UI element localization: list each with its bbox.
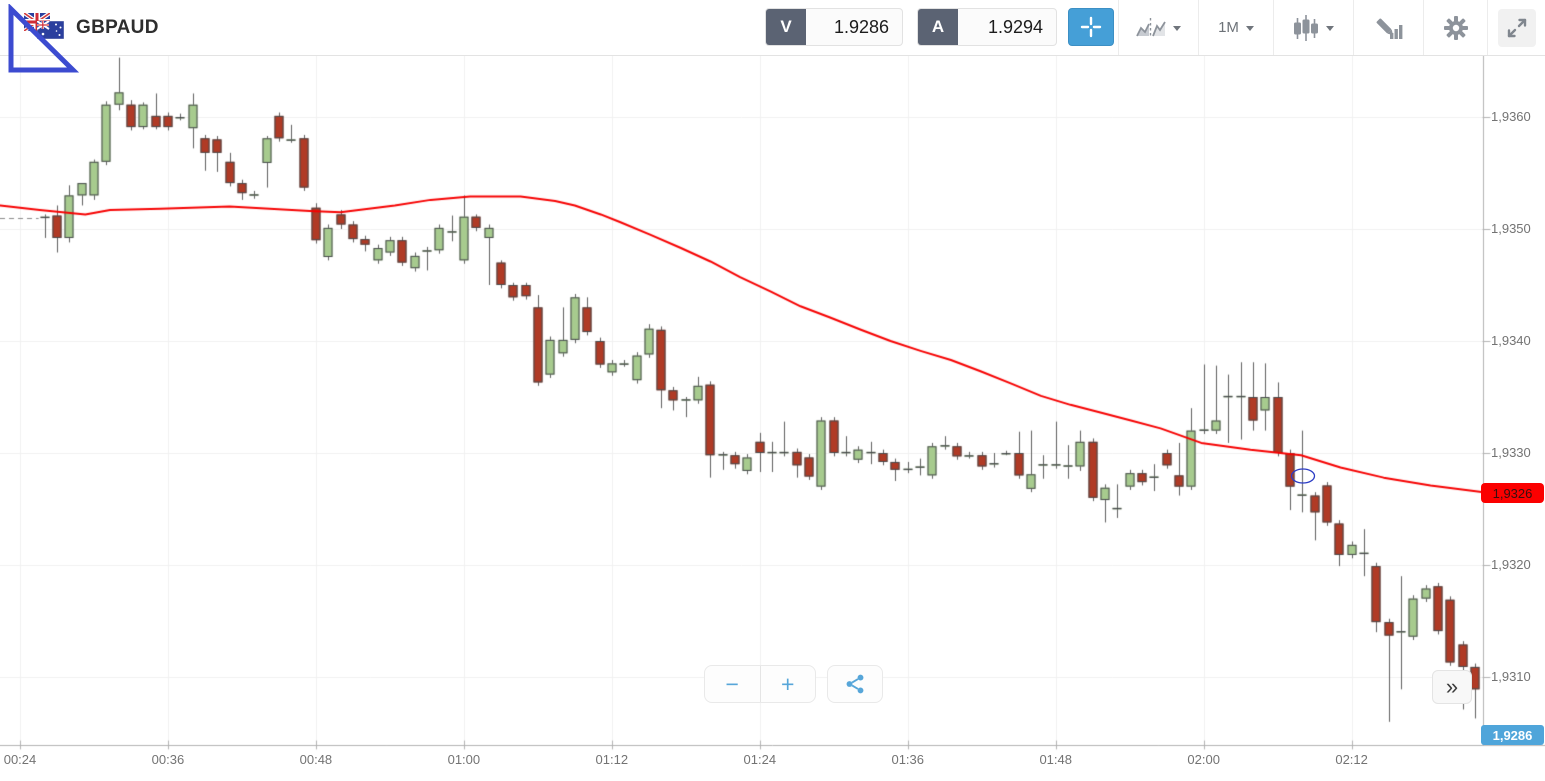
buy-price: 1.9294 — [987, 16, 1043, 37]
sell-tab-label: V — [766, 9, 806, 45]
timeframe-button[interactable]: 1M — [1198, 0, 1273, 55]
aud-flag — [37, 21, 64, 39]
fullscreen-icon — [1507, 18, 1526, 37]
x-axis-label: 00:48 — [299, 752, 333, 767]
timeframe-label: 1M — [1218, 19, 1239, 36]
x-axis-label: 01:36 — [891, 752, 925, 767]
buy-tab-label: A — [918, 9, 958, 45]
zoom-controls: − + — [704, 665, 816, 703]
sell-price: 1.9286 — [833, 16, 889, 37]
x-axis-label: 00:24 — [3, 752, 37, 767]
buy-quote-button[interactable]: A 1.9294 — [917, 8, 1057, 46]
chart-toolbar: 1M — [1118, 0, 1545, 55]
settings-button[interactable] — [1423, 0, 1487, 55]
chart-style-button[interactable] — [1118, 0, 1198, 55]
chart-style-compare-icon — [1136, 17, 1166, 38]
x-axis-label: 02:12 — [1335, 752, 1368, 767]
y-axis-label: 1,9340 — [1491, 333, 1531, 348]
fullscreen-button-bg — [1497, 8, 1536, 47]
indicators-button[interactable] — [1353, 0, 1423, 55]
x-axis-label: 00:36 — [151, 752, 185, 767]
price-chart-canvas[interactable] — [0, 55, 1545, 781]
symbol-title: GBPAUD — [76, 17, 159, 38]
scroll-to-latest-button[interactable]: » — [1432, 670, 1472, 704]
x-axis-label: 01:12 — [595, 752, 629, 767]
chevron-down-icon — [1173, 26, 1181, 31]
candlestick-type-icon — [1294, 14, 1318, 41]
x-axis-label: 02:00 — [1187, 752, 1220, 767]
gear-icon — [1443, 15, 1468, 40]
ma-price-badge: 1,9326 — [1481, 483, 1544, 503]
gbpaud-flag-icon — [22, 12, 66, 44]
zoom-out-button[interactable]: − — [705, 666, 761, 702]
sell-quote-button[interactable]: V 1.9286 — [765, 8, 903, 46]
share-button[interactable] — [827, 665, 883, 703]
indicators-icon — [1376, 18, 1402, 39]
crosshair-icon — [1080, 16, 1102, 38]
x-axis-label: 01:24 — [743, 752, 777, 767]
last-price-badge: 1,9286 — [1481, 725, 1544, 745]
y-axis-label: 1,9350 — [1491, 221, 1531, 236]
y-axis-label: 1,9310 — [1491, 669, 1531, 684]
chart-area[interactable] — [0, 55, 1545, 781]
y-axis-label: 1,9330 — [1491, 445, 1531, 460]
zoom-in-button[interactable]: + — [781, 670, 795, 697]
chart-header: GBPAUD V 1.9286 A 1.9294 — [0, 0, 1545, 56]
x-axis-label: 01:00 — [447, 752, 481, 767]
chevron-down-icon — [1245, 26, 1254, 31]
fullscreen-button[interactable] — [1487, 0, 1545, 55]
chevron-down-icon — [1326, 26, 1334, 31]
share-icon — [846, 674, 864, 694]
y-axis-label: 1,9360 — [1491, 109, 1531, 124]
x-axis-label: 01:48 — [1039, 752, 1072, 767]
y-axis-label: 1,9320 — [1491, 557, 1531, 572]
candle-type-button[interactable] — [1273, 0, 1353, 55]
crosshair-tool-button[interactable] — [1068, 8, 1114, 46]
